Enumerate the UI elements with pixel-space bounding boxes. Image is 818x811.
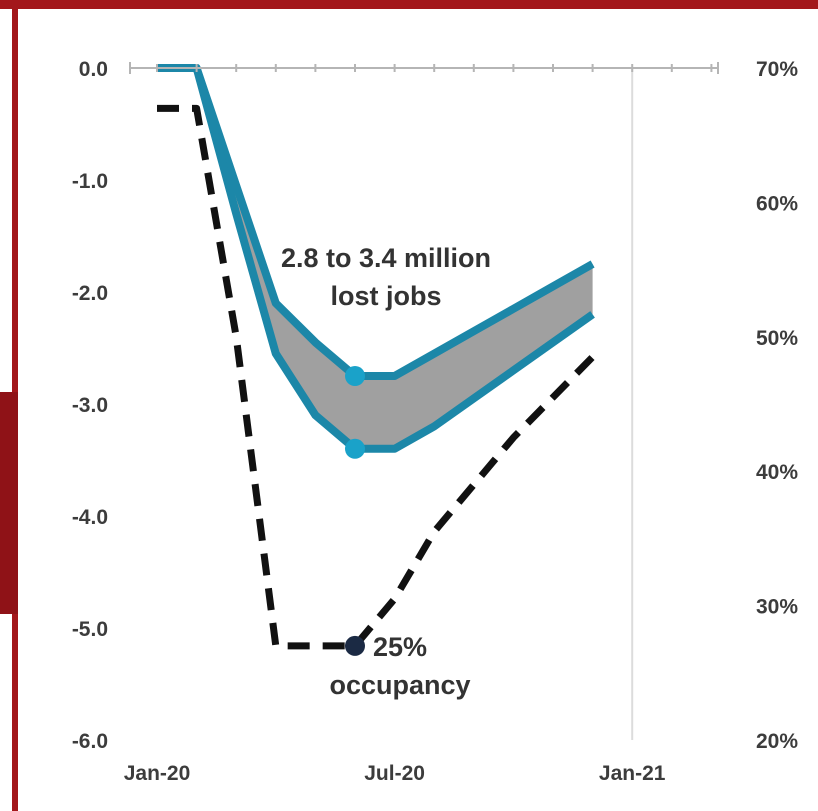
- y-right-tick-label: 60%: [756, 192, 798, 215]
- y-left-tick-label: -6.0: [72, 730, 108, 753]
- band-fill: [157, 68, 593, 449]
- y-left-tick-label: -2.0: [72, 282, 108, 305]
- y-left-tick-label: -1.0: [72, 170, 108, 193]
- y-right-tick-label: 30%: [756, 596, 798, 619]
- lost-jobs-annotation: lost jobs: [330, 281, 441, 311]
- occupancy-annotation: occupancy: [329, 670, 470, 700]
- y-right-tick-label: 70%: [756, 58, 798, 81]
- y-right-tick-label: 50%: [756, 327, 798, 350]
- jobs-line: [157, 64, 595, 453]
- x-tick-label: Jan-20: [124, 762, 191, 785]
- side-tab: [0, 392, 18, 614]
- y-right-tick-label: 20%: [756, 730, 798, 753]
- chart-annotations: 2.8 to 3.4 million lost jobs 25% occupancy: [281, 243, 491, 700]
- y-right-tick-label: 40%: [756, 461, 798, 484]
- frame-top-border: [0, 0, 818, 9]
- data-marker: [345, 366, 365, 386]
- series-markers: [345, 366, 365, 656]
- jobs-line: [157, 64, 595, 380]
- y-left-tick-label: 0.0: [79, 58, 108, 81]
- occupancy-annotation: 25%: [373, 632, 427, 662]
- y-left-tick-label: -5.0: [72, 618, 108, 641]
- data-marker: [345, 438, 365, 459]
- x-tick-label: Jan-21: [599, 762, 666, 785]
- y-left-tick-label: -4.0: [72, 506, 108, 529]
- data-marker: [345, 635, 365, 656]
- y-left-tick-label: -3.0: [72, 394, 108, 417]
- x-tick-label: Jul-20: [364, 762, 425, 785]
- lost-jobs-annotation: 2.8 to 3.4 million: [281, 243, 491, 273]
- series-lines: [157, 64, 596, 650]
- lost-jobs-band: [157, 68, 593, 449]
- chart-axes: 0.0 -1.0 -2.0 -3.0 -4.0 -5.0 -6.0 70% 60% 50% 40% 3…: [72, 58, 799, 785]
